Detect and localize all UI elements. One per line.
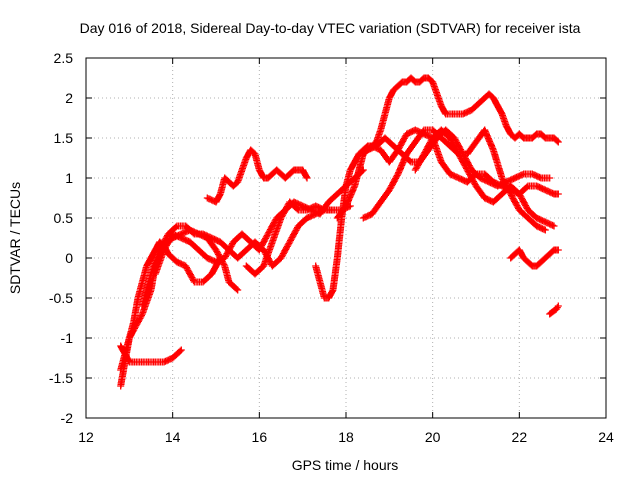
y-tick-label: 0.5	[54, 210, 74, 226]
data-point-markers	[242, 198, 337, 278]
y-tick-label: 0	[65, 250, 73, 266]
axis-ticks	[85, 57, 607, 419]
data-point-markers	[411, 126, 558, 230]
series-track-6	[203, 146, 311, 206]
series-track-7	[242, 198, 337, 278]
x-tick-label: 18	[338, 429, 354, 445]
series-track-13	[507, 246, 562, 270]
x-tick-label: 20	[425, 429, 441, 445]
series-track-14	[546, 302, 562, 318]
y-tick-label: -1	[61, 330, 74, 346]
chart-title: Day 016 of 2018, Sidereal Day-to-day VTE…	[80, 20, 581, 36]
series-track-8	[312, 74, 562, 302]
y-tick-label: -2	[61, 410, 74, 426]
y-tick-label: 1.5	[54, 130, 74, 146]
x-tick-label: 12	[78, 429, 94, 445]
data-point-markers	[312, 74, 562, 302]
y-tick-label: 1	[65, 170, 73, 186]
series-track-10	[359, 126, 549, 234]
x-axis-label: GPS time / hours	[292, 457, 399, 473]
y-axis-label: SDTVAR / TECUs	[7, 182, 23, 294]
data-points	[117, 74, 562, 390]
y-tick-label: 2	[65, 90, 73, 106]
data-point-markers	[546, 302, 562, 318]
data-point-markers	[203, 146, 311, 206]
x-tick-label: 14	[165, 429, 181, 445]
x-tick-label: 22	[512, 429, 528, 445]
series-track-12	[411, 126, 558, 230]
y-tick-label: 2.5	[54, 50, 74, 66]
y-tick-label: -1.5	[49, 370, 73, 386]
tick-labels: 12 14 16 18 20 22 24 -2 -1.5 -1 -0.5 0 0.5 1 1.5 2 2.5	[49, 50, 614, 445]
x-tick-label: 16	[252, 429, 268, 445]
data-point-markers	[359, 126, 549, 234]
data-point-markers	[507, 246, 562, 270]
x-tick-label: 24	[598, 429, 614, 445]
y-tick-label: -0.5	[49, 290, 73, 306]
